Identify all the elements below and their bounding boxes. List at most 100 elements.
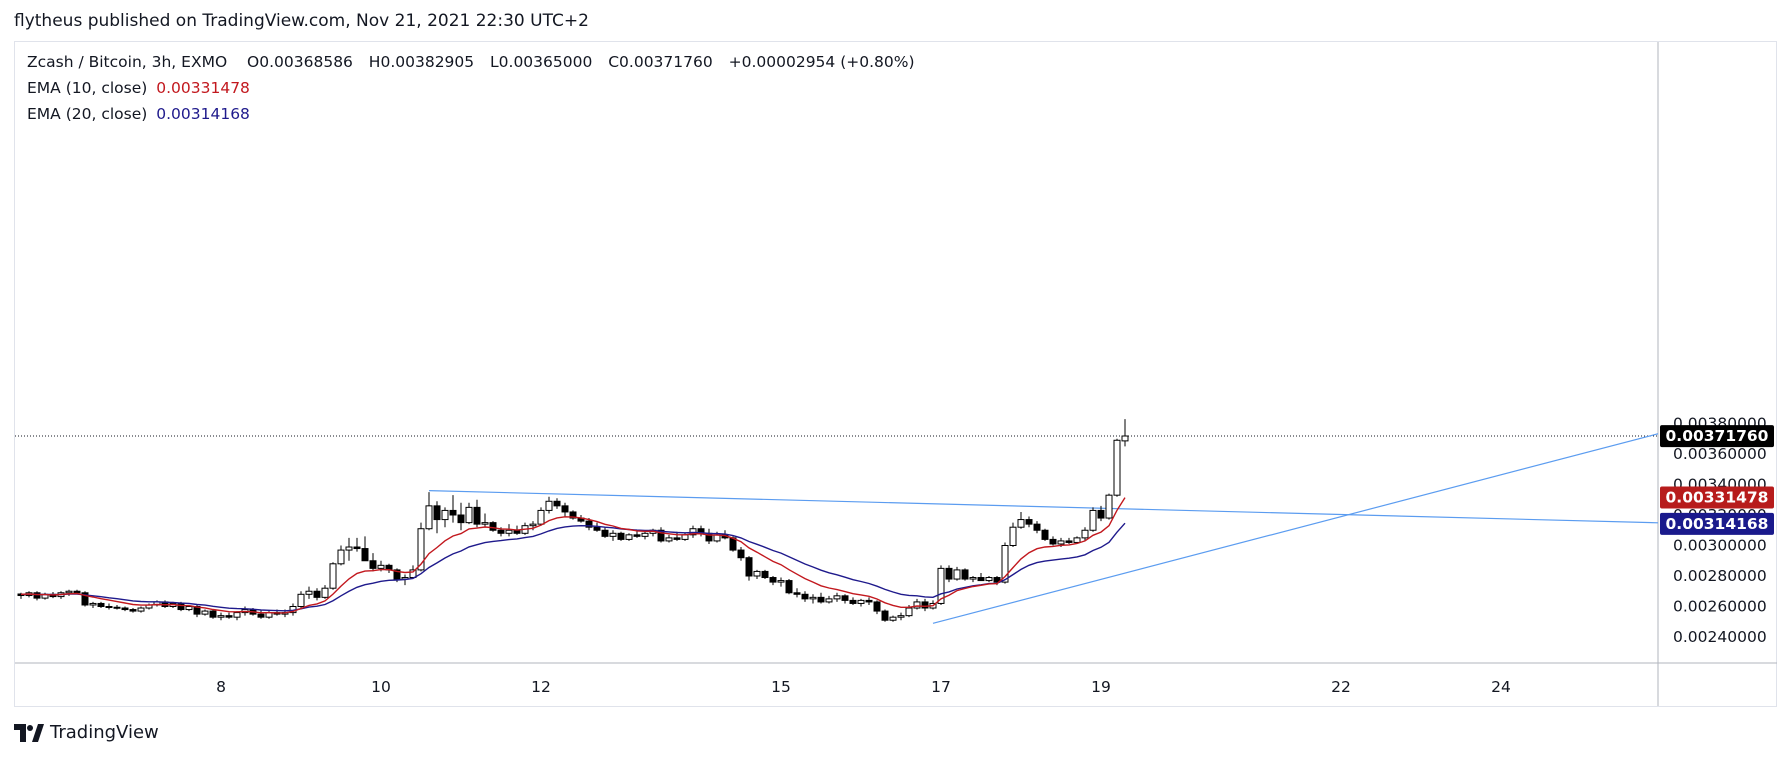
candle-body bbox=[121, 607, 129, 611]
candle-body bbox=[777, 580, 785, 583]
candle-body bbox=[409, 569, 417, 579]
candle-body bbox=[977, 577, 985, 582]
candle-body bbox=[865, 599, 873, 603]
x-tick-label: 12 bbox=[531, 678, 551, 696]
chart-frame[interactable] bbox=[14, 41, 1777, 707]
candle-body bbox=[561, 505, 569, 513]
trendline bbox=[428, 490, 1658, 524]
ema20-line bbox=[20, 522, 1126, 612]
candle-body bbox=[593, 526, 601, 531]
candle-body bbox=[601, 529, 609, 537]
candle-body bbox=[457, 514, 465, 524]
y-tick-label: 0.00300000 bbox=[1673, 537, 1767, 555]
candle-body bbox=[961, 569, 969, 580]
candle-body bbox=[945, 567, 953, 580]
candle-body bbox=[129, 609, 137, 612]
candle-body bbox=[849, 599, 857, 604]
candle-body bbox=[1089, 509, 1097, 531]
x-tick-label: 19 bbox=[1091, 678, 1111, 696]
candle-body bbox=[761, 570, 769, 579]
candle-body bbox=[585, 520, 593, 528]
candle-body bbox=[841, 595, 849, 601]
candle-body bbox=[529, 523, 537, 527]
candle-body bbox=[1065, 540, 1073, 543]
candle-body bbox=[1017, 519, 1025, 528]
brand-name: TradingView bbox=[50, 722, 159, 743]
legend-open: 0.00368586 bbox=[259, 53, 353, 71]
candle-body bbox=[681, 534, 689, 540]
candle-body bbox=[377, 564, 385, 569]
candle-body bbox=[625, 534, 633, 540]
candle-body bbox=[745, 557, 753, 577]
candle-body bbox=[1105, 494, 1113, 519]
candle-body bbox=[225, 615, 233, 618]
candle-body bbox=[393, 569, 401, 580]
candle-body bbox=[1049, 538, 1057, 545]
candle-body bbox=[1025, 519, 1033, 525]
candle-body bbox=[993, 577, 1001, 583]
x-tick-label: 22 bbox=[1331, 678, 1351, 696]
ema20-label: EMA (20, close) bbox=[27, 105, 148, 123]
candle-body bbox=[257, 613, 265, 618]
y-tick-label: 0.00240000 bbox=[1673, 628, 1767, 646]
legend-change: +0.00002954 (+0.80%) bbox=[728, 53, 915, 71]
y-tick-label: 0.00360000 bbox=[1673, 445, 1767, 463]
legend-high: 0.00382905 bbox=[380, 53, 475, 71]
candle-body bbox=[969, 577, 977, 580]
candle-body bbox=[553, 500, 561, 507]
candle-body bbox=[937, 567, 945, 604]
ema20-legend[interactable]: EMA (20, close) 0.00314168 bbox=[27, 105, 250, 123]
ema10-label: EMA (10, close) bbox=[27, 79, 148, 97]
legend-close: 0.00371760 bbox=[619, 53, 713, 71]
y-tick-label: 0.00280000 bbox=[1673, 567, 1767, 585]
legend-close-label: C bbox=[608, 53, 620, 71]
candle-body bbox=[1121, 435, 1129, 442]
candle-body bbox=[569, 511, 577, 519]
x-tick-label: 15 bbox=[771, 678, 791, 696]
candle-body bbox=[873, 601, 881, 612]
candle-body bbox=[633, 534, 641, 537]
candle-body bbox=[769, 577, 777, 583]
legend-low: 0.00365000 bbox=[498, 53, 593, 71]
candle-body bbox=[321, 587, 329, 598]
candle-body bbox=[673, 537, 681, 540]
ema10-legend[interactable]: EMA (10, close) 0.00331478 bbox=[27, 79, 250, 97]
candle-body bbox=[857, 599, 865, 604]
x-tick-label: 24 bbox=[1491, 678, 1511, 696]
candle-body bbox=[425, 505, 433, 530]
candle-body bbox=[793, 592, 801, 595]
candle-body bbox=[953, 569, 961, 580]
legend-low-label: L bbox=[490, 53, 499, 71]
candle-body bbox=[689, 528, 697, 536]
candle-body bbox=[913, 601, 921, 609]
last-price-badge: 0.00371760 bbox=[1666, 427, 1769, 445]
candle-body bbox=[449, 509, 457, 516]
candle-body bbox=[177, 602, 185, 611]
candle-body bbox=[897, 615, 905, 618]
candle-body bbox=[641, 532, 649, 537]
candle-body bbox=[433, 505, 441, 521]
ema10-line bbox=[20, 497, 1126, 614]
candle-body bbox=[345, 546, 353, 551]
ema20-badge-bg bbox=[1660, 512, 1774, 535]
candle-body bbox=[785, 580, 793, 594]
candle-body bbox=[201, 610, 209, 615]
tradingview-logo[interactable]: TradingView bbox=[14, 722, 159, 743]
candle-body bbox=[1001, 545, 1009, 583]
candle-body bbox=[369, 560, 377, 569]
legend-symbol: Zcash / Bitcoin, 3h, EXMO bbox=[27, 53, 228, 71]
ema10-value: 0.00331478 bbox=[156, 79, 250, 97]
candle-body bbox=[209, 610, 217, 618]
candle-body bbox=[185, 606, 193, 611]
candle-body bbox=[313, 590, 321, 598]
candle-body bbox=[617, 532, 625, 540]
candle-body bbox=[97, 602, 105, 608]
candle-body bbox=[881, 610, 889, 621]
candle-body bbox=[985, 577, 993, 582]
legend-high-label: H bbox=[368, 53, 381, 71]
candle-body bbox=[33, 592, 41, 599]
candle-body bbox=[1081, 529, 1089, 539]
candle-body bbox=[65, 590, 73, 594]
x-tick-label: 8 bbox=[216, 678, 226, 696]
